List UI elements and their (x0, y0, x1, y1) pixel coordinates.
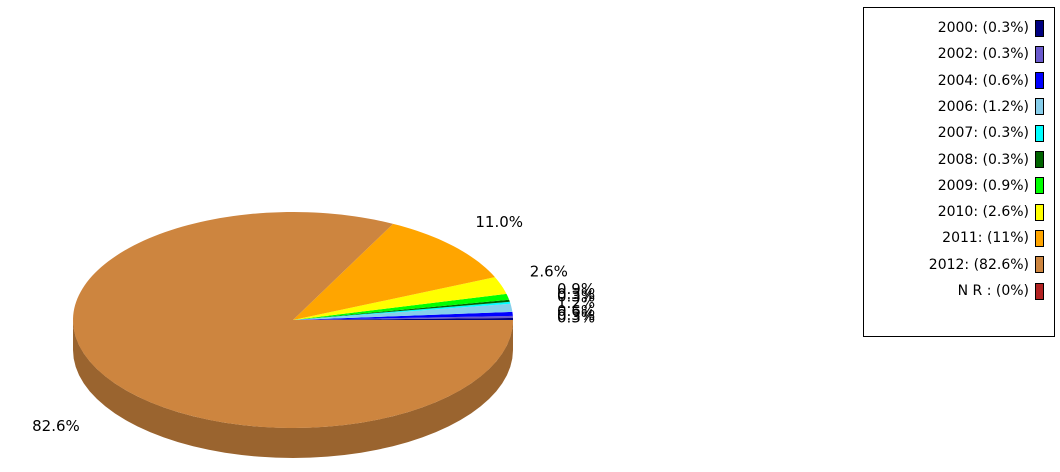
legend-item-2011: 2011: (11%) (942, 227, 1044, 249)
pie-label-2004: 0.6% (557, 302, 595, 320)
chart-legend: 2000: (0.3%) 2002: (0.3%) 2004: (0.6%) 2006… (863, 7, 1055, 337)
pie-label-2002: 0.3% (557, 306, 595, 324)
legend-swatch (1035, 124, 1044, 142)
pie-slice-2008 (293, 299, 510, 320)
pie-label-2006: 1.2% (557, 294, 595, 312)
legend-item-2012: 2012: (82.6%) (929, 254, 1044, 276)
legend-item-2004: 2004: (0.6%) (938, 70, 1044, 92)
legend-swatch (1035, 177, 1044, 195)
legend-swatch (1035, 256, 1044, 274)
legend-label: 2004: (0.6%) (937, 72, 1029, 89)
pie-slice-2010 (293, 277, 507, 320)
pie-slice-2007 (293, 301, 511, 320)
legend-item-2010: 2010: (2.6%) (938, 201, 1044, 223)
legend-swatch (1035, 282, 1044, 300)
pie-label-2008: 0.3% (557, 285, 595, 303)
legend-swatch (1035, 229, 1044, 247)
legend-swatch (1035, 19, 1044, 37)
legend-item-2007: 2007: (0.3%) (938, 122, 1044, 144)
legend-swatch (1035, 45, 1044, 63)
pie-labels: 0.3%0.3%0.6%1.2%0.3%0.3%0.9%2.6%11.0%82.… (32, 213, 595, 435)
legend-item-2002: 2002: (0.3%) (938, 43, 1044, 65)
pie-slice-2006 (293, 303, 513, 320)
legend-label: 2006: (1.2%) (937, 98, 1029, 115)
pie-label-2000: 0.3% (557, 309, 595, 327)
legend-label: 2007: (0.3%) (937, 125, 1029, 142)
pie-slice-2011 (293, 223, 495, 320)
pie-sides (73, 320, 513, 458)
pie-slice-2009 (293, 293, 510, 320)
legend-item-2009: 2009: (0.9%) (938, 175, 1044, 197)
legend-label: 2002: (0.3%) (937, 46, 1029, 63)
pie-label-2010: 2.6% (530, 262, 568, 280)
legend-label: N R : (0%) (957, 283, 1029, 299)
legend-label: 2008: (0.3%) (937, 151, 1029, 168)
legend-swatch (1035, 72, 1044, 90)
legend-swatch (1035, 98, 1044, 116)
pie-side-2012 (73, 320, 513, 458)
pie-top (73, 212, 514, 428)
legend-item-2008: 2008: (0.3%) (938, 149, 1044, 171)
pie-label-2012: 82.6% (32, 417, 80, 435)
pie-label-2009: 0.9% (557, 280, 595, 298)
legend-label: 2009: (0.9%) (937, 177, 1029, 194)
legend-swatch (1035, 151, 1044, 168)
legend-label: 2010: (2.6%) (937, 204, 1029, 221)
pie-slice-2012 (73, 212, 514, 428)
pie-slice-2004 (293, 311, 513, 320)
legend-item-2006: 2006: (1.2%) (938, 96, 1044, 118)
legend-label: 2012: (82.6%) (928, 256, 1029, 273)
legend-label: 2011: (11%) (942, 230, 1029, 247)
legend-swatch (1035, 203, 1044, 221)
legend-label: 2000: (0.3%) (937, 20, 1029, 36)
pie-label-2011: 11.0% (475, 213, 523, 231)
pie-label-2007: 0.3% (557, 288, 595, 306)
legend-item-2000: 2000: (0.3%) (938, 17, 1044, 39)
pie-slice-2002 (293, 315, 513, 320)
legend-item-nr: N R : (0%) (958, 280, 1044, 302)
pie-slice-2000 (293, 317, 513, 320)
